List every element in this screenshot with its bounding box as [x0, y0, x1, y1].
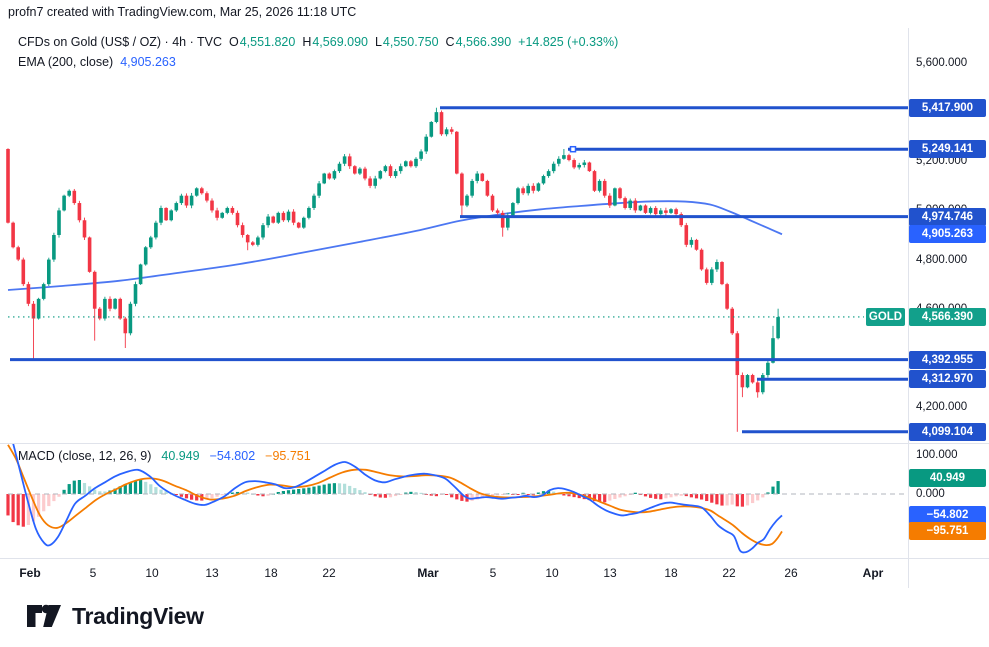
- macd-histogram: [6, 479, 780, 527]
- time-tick-label: Feb: [19, 566, 41, 580]
- macd-line-value: −54.802: [209, 449, 256, 463]
- time-tick-label: 5: [489, 566, 497, 580]
- macd-value-badge: −95.751: [909, 522, 986, 541]
- time-tick-label: 18: [664, 566, 678, 580]
- price-level-badge: 4,392.955: [909, 350, 986, 369]
- tradingview-logo-text: TradingView: [72, 602, 204, 629]
- close-value: C 4,566.390: [445, 35, 512, 49]
- macd-pane[interactable]: [6, 443, 905, 554]
- open-value: O 4,551.820: [228, 35, 296, 49]
- drawing-anchor-handle[interactable]: [569, 145, 577, 153]
- price-tick-label: 4,200.000: [916, 400, 968, 413]
- price-level-badge: 5,249.141: [909, 140, 986, 159]
- candles: [6, 107, 780, 432]
- symbol-title[interactable]: CFDs on Gold (US$ / OZ) · 4h · TVC: [18, 35, 222, 49]
- time-tick-label: 22: [722, 566, 736, 580]
- macd-indicator-label[interactable]: MACD (close, 12, 26, 9): [18, 449, 152, 463]
- time-tick-label: 10: [545, 566, 559, 580]
- macd-value-badge: −54.802: [909, 506, 986, 525]
- time-tick-label: Apr: [862, 566, 884, 580]
- price-level-badge: 4,099.104: [909, 422, 986, 441]
- chart-legend: CFDs on Gold (US$ / OZ) · 4h · TVC O 4,55…: [18, 32, 618, 72]
- low-value: L 4,550.750: [374, 35, 439, 49]
- symbol-badge: GOLD: [866, 307, 905, 326]
- time-tick-label: 26: [784, 566, 798, 580]
- high-value: H 4,569.090: [302, 35, 368, 49]
- tradingview-logo[interactable]: TradingView: [26, 598, 204, 634]
- macd-legend: MACD (close, 12, 26, 9) 40.949 −54.802 −…: [18, 449, 311, 463]
- price-pane[interactable]: [6, 107, 783, 432]
- macd-tick-label: 0.000: [916, 488, 945, 500]
- price-level-badge: 4,974.746: [909, 207, 986, 226]
- price-level-badge: 5,417.900: [909, 98, 986, 117]
- change-value: +14.825 (+0.33%): [518, 35, 619, 49]
- price-tick-label: 4,800.000: [916, 253, 968, 266]
- price-tick-label: 5,600.000: [916, 57, 968, 69]
- time-tick-label: 10: [145, 566, 159, 580]
- time-tick-label: 18: [264, 566, 278, 580]
- ema-indicator-label[interactable]: EMA (200, close): [18, 55, 114, 69]
- time-axis[interactable]: [0, 559, 908, 588]
- ema-indicator-value: 4,905.263: [120, 55, 176, 69]
- macd-signal-line: [7, 444, 783, 547]
- macd-tick-label: 100.000: [916, 449, 958, 461]
- last-price-badge: 4,566.390: [909, 307, 986, 326]
- price-tick-label: 5,200.000: [916, 155, 968, 168]
- macd-main-line: [12, 443, 783, 554]
- time-tick-label: Mar: [417, 566, 439, 580]
- tradingview-logo-icon: [27, 604, 61, 627]
- time-tick-label: 13: [205, 566, 219, 580]
- ema-line: [7, 200, 783, 291]
- macd-hist-value: 40.949: [161, 449, 200, 463]
- macd-signal-value: −95.751: [265, 449, 311, 463]
- price-level-badge: 4,312.970: [909, 370, 986, 389]
- attribution-text: profn7 created with TradingView.com, Mar…: [8, 5, 357, 19]
- time-tick-label: 22: [322, 566, 336, 580]
- time-tick-label: 13: [603, 566, 617, 580]
- price-level-badge: 4,905.263: [909, 224, 986, 243]
- macd-value-badge: 40.949: [909, 469, 986, 488]
- time-tick-label: 5: [89, 566, 97, 580]
